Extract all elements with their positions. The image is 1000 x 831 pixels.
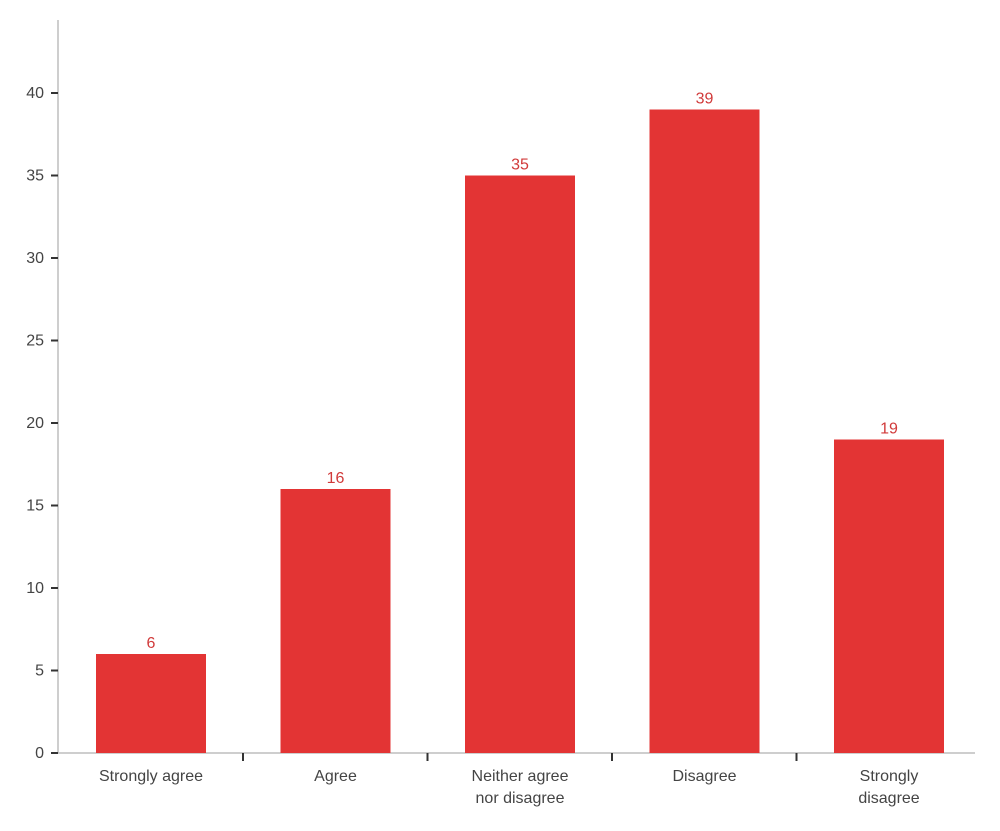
bars-group	[96, 109, 944, 753]
y-tick-label: 25	[26, 333, 44, 350]
x-axis-ticks: Strongly agree Agree Neither agree nor disa…	[99, 753, 920, 807]
y-tick-label: 35	[26, 168, 44, 185]
x-category-label: Neither agree nor disagree	[472, 768, 569, 807]
bar	[834, 439, 944, 753]
data-labels-group: 6 16 35 39 19	[147, 91, 898, 653]
x-category-label: Strongly disagree	[858, 768, 919, 807]
bar-value-label: 16	[327, 470, 345, 487]
bar-value-label: 39	[696, 91, 714, 108]
y-axis-ticks: 0 5 10 15 20 25 30 35 40	[26, 85, 58, 762]
bar-value-label: 6	[147, 635, 156, 652]
y-tick-label: 40	[26, 85, 44, 102]
y-tick-label: 30	[26, 250, 44, 267]
bar-value-label: 35	[511, 157, 529, 174]
bar-value-label: 19	[880, 421, 898, 438]
x-category-label: Disagree	[672, 768, 736, 785]
y-tick-label: 5	[35, 663, 44, 680]
x-category-label: Strongly agree	[99, 768, 203, 785]
x-category-label: Agree	[314, 768, 357, 785]
bar	[465, 175, 575, 753]
y-tick-label: 20	[26, 415, 44, 432]
bar	[280, 489, 391, 753]
bar	[649, 109, 760, 753]
y-tick-label: 15	[26, 498, 44, 515]
y-tick-label: 0	[35, 745, 44, 762]
bar	[96, 654, 206, 753]
y-tick-label: 10	[26, 580, 44, 597]
